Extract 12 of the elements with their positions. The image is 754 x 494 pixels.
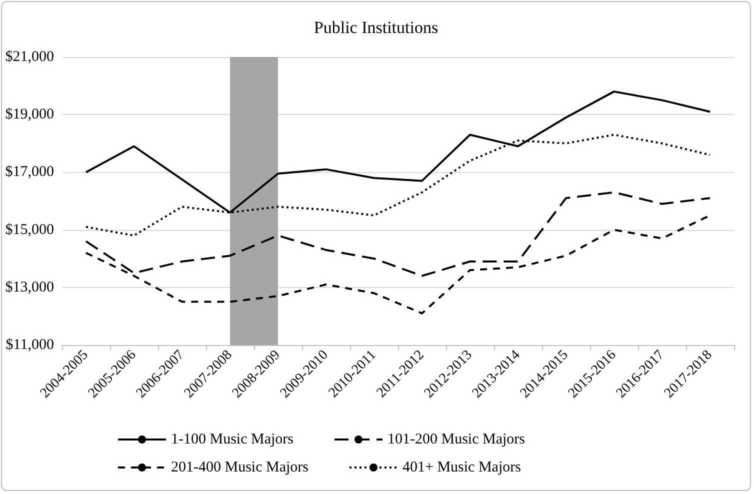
legend-label: 101-200 Music Majors (387, 432, 526, 448)
y-tick-label: $11,000 (6, 337, 54, 353)
y-tick-label: $17,000 (5, 164, 54, 180)
y-tick-label: $13,000 (5, 279, 54, 296)
y-tick-label: $15,000 (5, 222, 54, 238)
legend-label: 1-100 Music Majors (171, 432, 294, 448)
y-tick-label: $19,000 (5, 106, 54, 123)
chart-title: Public Institutions (314, 18, 438, 37)
legend-label: 401+ Music Majors (402, 460, 522, 476)
y-tick-label: $21,000 (5, 49, 54, 65)
line-series (85, 191, 711, 277)
legend-label: 201-400 Music Majors (171, 460, 309, 476)
